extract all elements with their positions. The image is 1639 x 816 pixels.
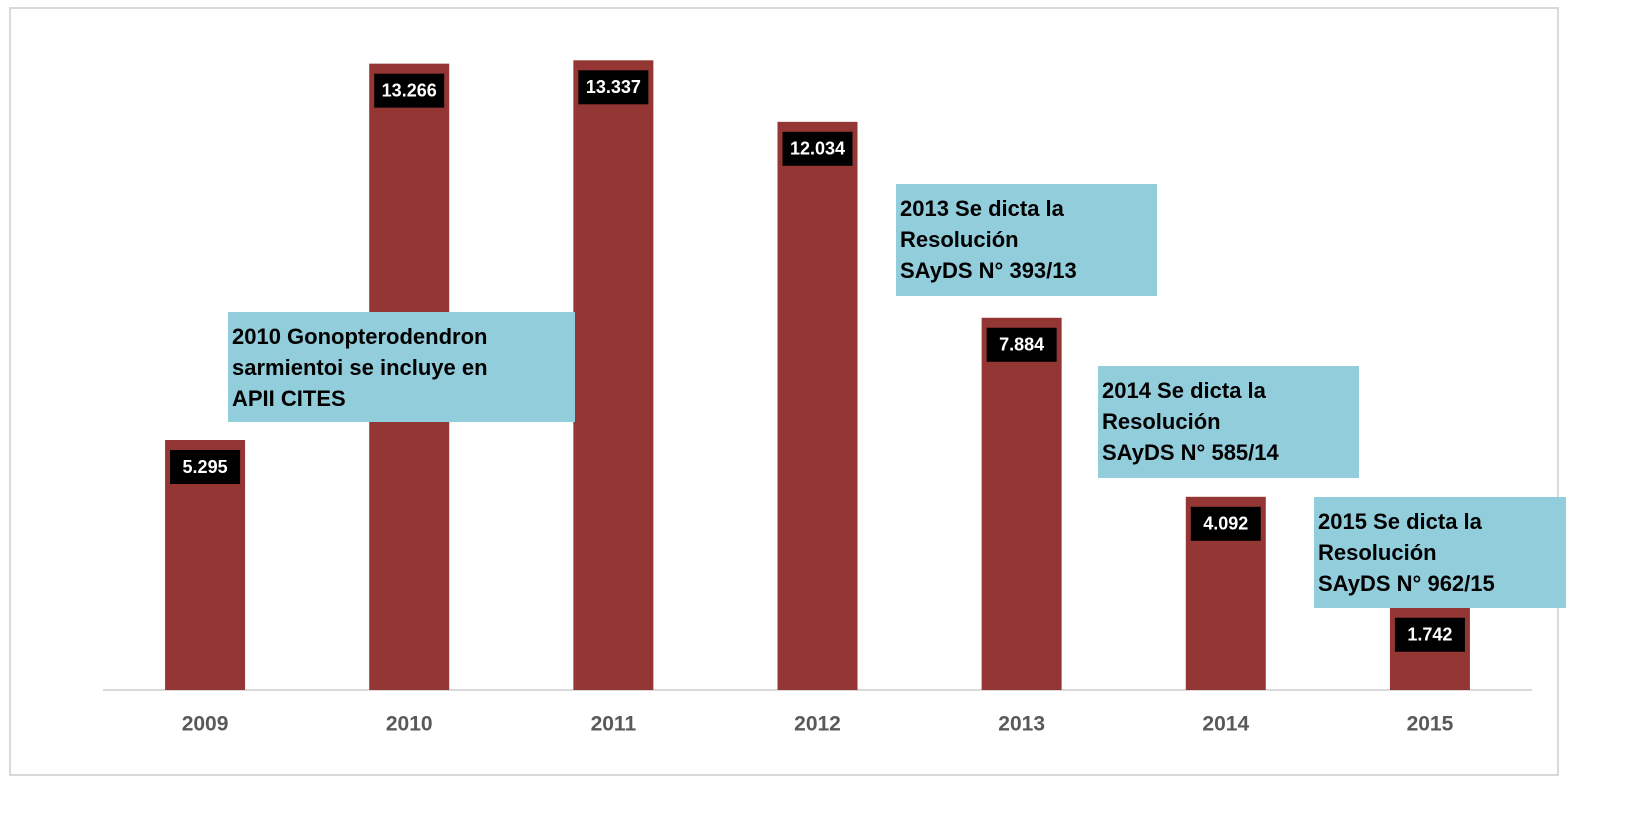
- data-label: 1.742: [1407, 625, 1452, 645]
- x-tick-label: 2010: [386, 713, 433, 736]
- annotation-box: [228, 312, 575, 422]
- annotation-text: Resolución: [1102, 409, 1221, 434]
- annotation-box: [1098, 366, 1359, 478]
- bar: [981, 317, 1062, 690]
- x-tick-label: 2012: [794, 713, 841, 736]
- bar: [777, 121, 858, 690]
- annotation-box: [896, 184, 1157, 296]
- annotation-text: 2010 Gonopterodendron: [232, 324, 487, 349]
- annotation-text: SAyDS N° 962/15: [1318, 571, 1495, 596]
- annotation-text: Resolución: [900, 227, 1019, 252]
- annotation-text: Resolución: [1318, 540, 1437, 565]
- annotation-box: [1314, 497, 1566, 608]
- data-label-box: [1190, 506, 1261, 541]
- annotation-text: sarmientoi se incluye en: [232, 355, 488, 380]
- x-tick-label: 2009: [182, 713, 229, 736]
- data-label: 13.337: [586, 77, 641, 97]
- data-label: 4.092: [1203, 514, 1248, 534]
- data-label: 13.266: [382, 80, 437, 100]
- data-label-box: [374, 73, 445, 108]
- data-label-box: [578, 70, 649, 105]
- data-label-box: [170, 450, 241, 485]
- bar: [573, 60, 654, 690]
- annotation-text: 2014 Se dicta la: [1102, 378, 1267, 403]
- data-label-box: [1394, 617, 1465, 652]
- data-label: 12.034: [790, 139, 845, 159]
- annotation-text: SAyDS N° 393/13: [900, 258, 1077, 283]
- annotation-text: 2015 Se dicta la: [1318, 509, 1483, 534]
- data-label: 7.884: [999, 335, 1044, 355]
- x-tick-label: 2014: [1202, 713, 1249, 736]
- data-label-box: [782, 131, 853, 166]
- data-label: 5.295: [183, 457, 228, 477]
- data-label-box: [986, 327, 1057, 362]
- annotation-text: APII CITES: [232, 386, 346, 411]
- annotation-text: SAyDS N° 585/14: [1102, 440, 1280, 465]
- x-tick-label: 2013: [998, 713, 1045, 736]
- annotation-text: 2013 Se dicta la: [900, 196, 1065, 221]
- x-tick-label: 2015: [1407, 713, 1454, 736]
- x-tick-label: 2011: [591, 713, 637, 736]
